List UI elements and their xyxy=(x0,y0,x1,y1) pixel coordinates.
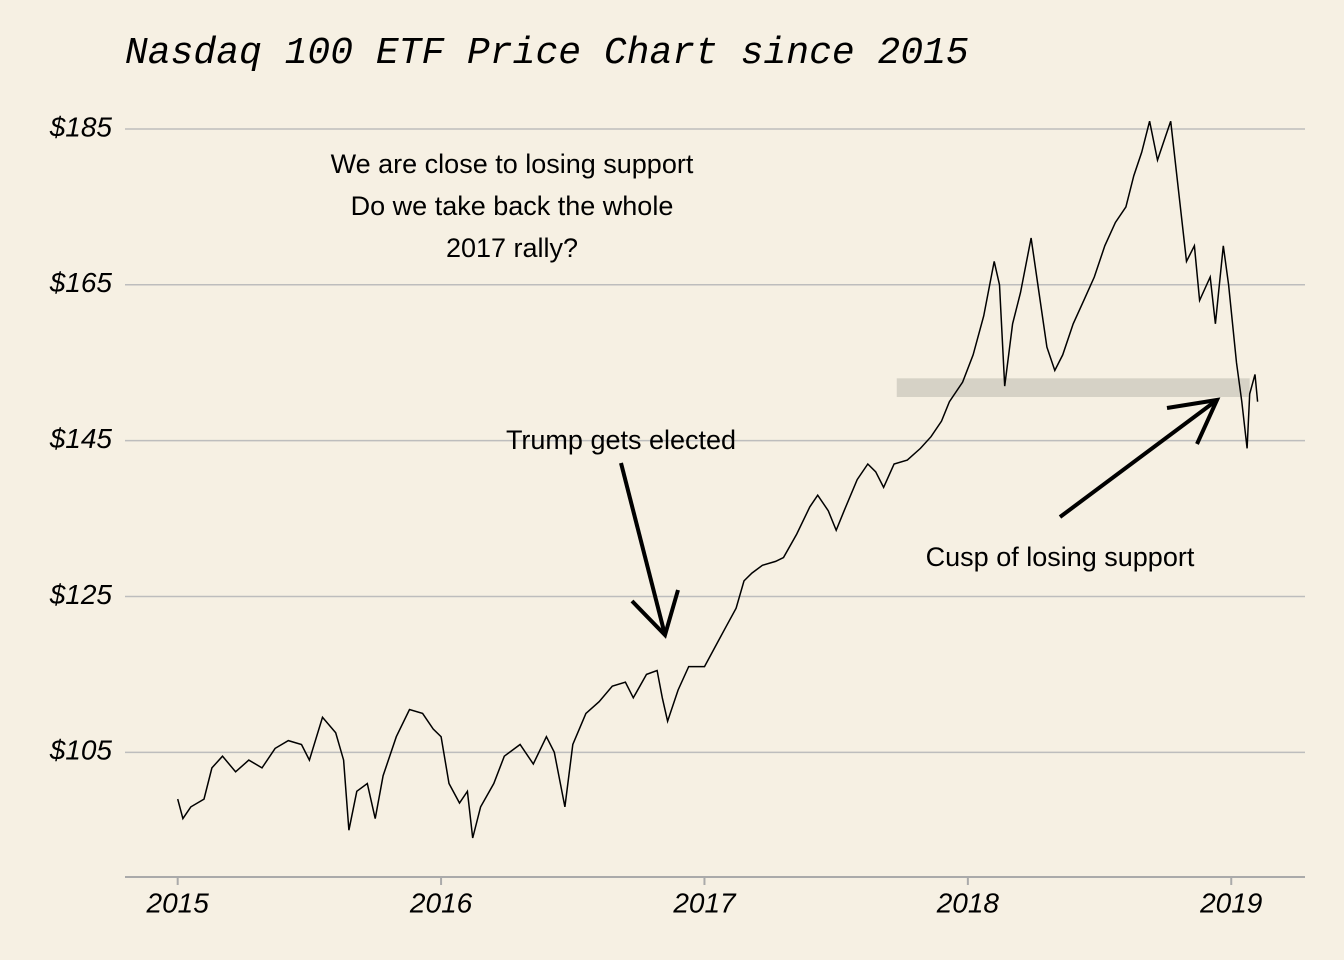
y-tick-label: $125 xyxy=(49,579,113,610)
cusp-arrow xyxy=(1058,397,1221,519)
y-tick-label: $145 xyxy=(49,423,113,454)
annotation: Trump gets elected xyxy=(506,425,736,455)
annotation: Cusp of losing support xyxy=(926,542,1195,572)
arrow-head xyxy=(1166,397,1221,445)
x-tick-label: 2017 xyxy=(672,887,737,918)
y-tick-label: $105 xyxy=(49,735,113,766)
price-line xyxy=(176,120,1259,839)
x-tick-label: 2015 xyxy=(146,887,210,918)
x-tick-label: 2019 xyxy=(1199,887,1262,918)
chart-title: Nasdaq 100 ETF Price Chart since 2015 xyxy=(125,32,969,75)
support-band xyxy=(896,378,1250,398)
trump-arrow xyxy=(619,462,680,639)
arrow-shaft xyxy=(619,462,667,636)
y-tick-label: $165 xyxy=(49,267,113,298)
arrow-shaft xyxy=(1058,398,1219,519)
annotation: 2017 rally? xyxy=(446,233,578,263)
arrow-head xyxy=(630,589,680,639)
x-tick-label: 2016 xyxy=(409,887,473,918)
y-tick-label: $185 xyxy=(49,111,113,142)
annotation: We are close to losing support xyxy=(331,149,694,179)
x-tick-label: 2018 xyxy=(936,887,1000,918)
annotation: Do we take back the whole xyxy=(351,191,674,221)
